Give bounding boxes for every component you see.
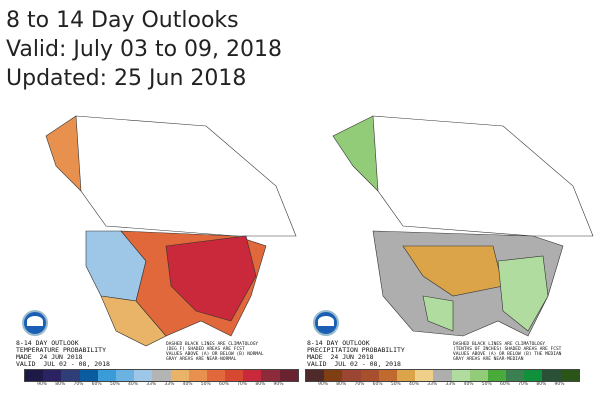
legend-label: 70% (518, 382, 529, 387)
legend-label: 50% (390, 382, 401, 387)
legend-label: 50% (109, 382, 120, 387)
noaa-logo (22, 310, 48, 336)
legend-label: 40% (463, 382, 474, 387)
precipitation-outlook-map: 8-14 DAY OUTLOOK PRECIPITATION PROBABILI… (303, 96, 603, 387)
legend-label: 60% (218, 382, 229, 387)
legend-swatch (360, 370, 379, 381)
legend-label: 70% (73, 382, 84, 387)
legend-swatch (324, 370, 343, 381)
legend-swatch (342, 370, 361, 381)
legend-label: 33% (146, 382, 157, 387)
legend-label: 70% (354, 382, 365, 387)
legend-label: 40% (182, 382, 193, 387)
outlook-title: 8 to 14 Day Outlooks Valid: July 03 to 0… (6, 6, 282, 93)
legend-swatch (487, 370, 507, 381)
legend-swatch (43, 370, 62, 381)
legend-swatch (152, 370, 171, 381)
legend-label: 50% (481, 382, 492, 387)
title-line: 8 to 14 Day Outlooks (6, 8, 239, 33)
legend-label: 90% (273, 382, 284, 387)
map-note: DASHED BLACK LINES ARE CLIMATOLOGY (DEG … (166, 342, 264, 362)
valid-dates: Valid: July 03 to 09, 2018 (6, 37, 283, 62)
legend-label: 80% (55, 382, 66, 387)
legend-swatch (396, 370, 416, 381)
legend-swatch (542, 370, 561, 381)
legend-swatch (524, 370, 543, 381)
legend-spacer (305, 382, 314, 387)
map-caption: 8-14 DAY OUTLOOK PRECIPITATION PROBABILI… (307, 339, 405, 368)
legend-swatch (378, 370, 397, 381)
legend-swatch (79, 370, 98, 381)
legend-label: 80% (255, 382, 266, 387)
legend-swatch (506, 370, 525, 381)
legend-swatch (243, 370, 262, 381)
temperature-map-shapes (45, 115, 297, 347)
legend-swatch (97, 370, 116, 381)
map-note: DASHED BLACK LINES ARE CLIMATOLOGY (TENT… (453, 342, 562, 362)
updated-date: Updated: 25 Jun 2018 (6, 66, 247, 91)
noaa-logo (313, 310, 339, 336)
legend-label: 60% (372, 382, 383, 387)
legend-swatch (115, 370, 135, 381)
temperature-outlook-map: 8-14 DAY OUTLOOK TEMPERATURE PROBABILITY… (6, 96, 306, 387)
legend-swatch (225, 370, 244, 381)
precipitation-map-shapes (332, 115, 594, 337)
legend-swatch (415, 370, 434, 381)
legend-label: 60% (499, 382, 510, 387)
legend-swatch (61, 370, 80, 381)
legend-swatch (433, 370, 452, 381)
legend-labels: 90% 80% 70% 60% 50% 40% 33% 33% 40% 50% 60% 70% 80% 9… (305, 382, 569, 387)
legend-swatch (206, 370, 226, 381)
legend-label: 40% (128, 382, 139, 387)
legend-label: 90% (37, 382, 48, 387)
legend-swatch (560, 370, 579, 381)
legend-swatch (469, 370, 488, 381)
legend-label: 50% (200, 382, 211, 387)
legend-label: 80% (536, 382, 547, 387)
legend-label: 70% (237, 382, 248, 387)
legend-label: 60% (91, 382, 102, 387)
legend-label: 33% (164, 382, 175, 387)
legend-label: 40% (409, 382, 420, 387)
legend-swatch (451, 370, 470, 381)
legend-swatch (25, 370, 44, 381)
legend-swatch (188, 370, 207, 381)
legend-label: 90% (318, 382, 329, 387)
probability-legend (24, 369, 299, 382)
legend-label: 33% (427, 382, 438, 387)
legend-swatch (134, 370, 153, 381)
legend-swatch (306, 370, 325, 381)
map-caption: 8-14 DAY OUTLOOK TEMPERATURE PROBABILITY… (16, 339, 110, 368)
legend-label: 33% (445, 382, 456, 387)
legend-swatch (261, 370, 280, 381)
legend-label: 80% (336, 382, 347, 387)
probability-legend (305, 369, 580, 382)
legend-spacer (24, 382, 33, 387)
legend-swatch (170, 370, 189, 381)
legend-swatch (279, 370, 298, 381)
legend-labels: 90% 80% 70% 60% 50% 40% 33% 33% 40% 50% 60% 70% 80% 9… (24, 382, 288, 387)
legend-label: 90% (554, 382, 565, 387)
